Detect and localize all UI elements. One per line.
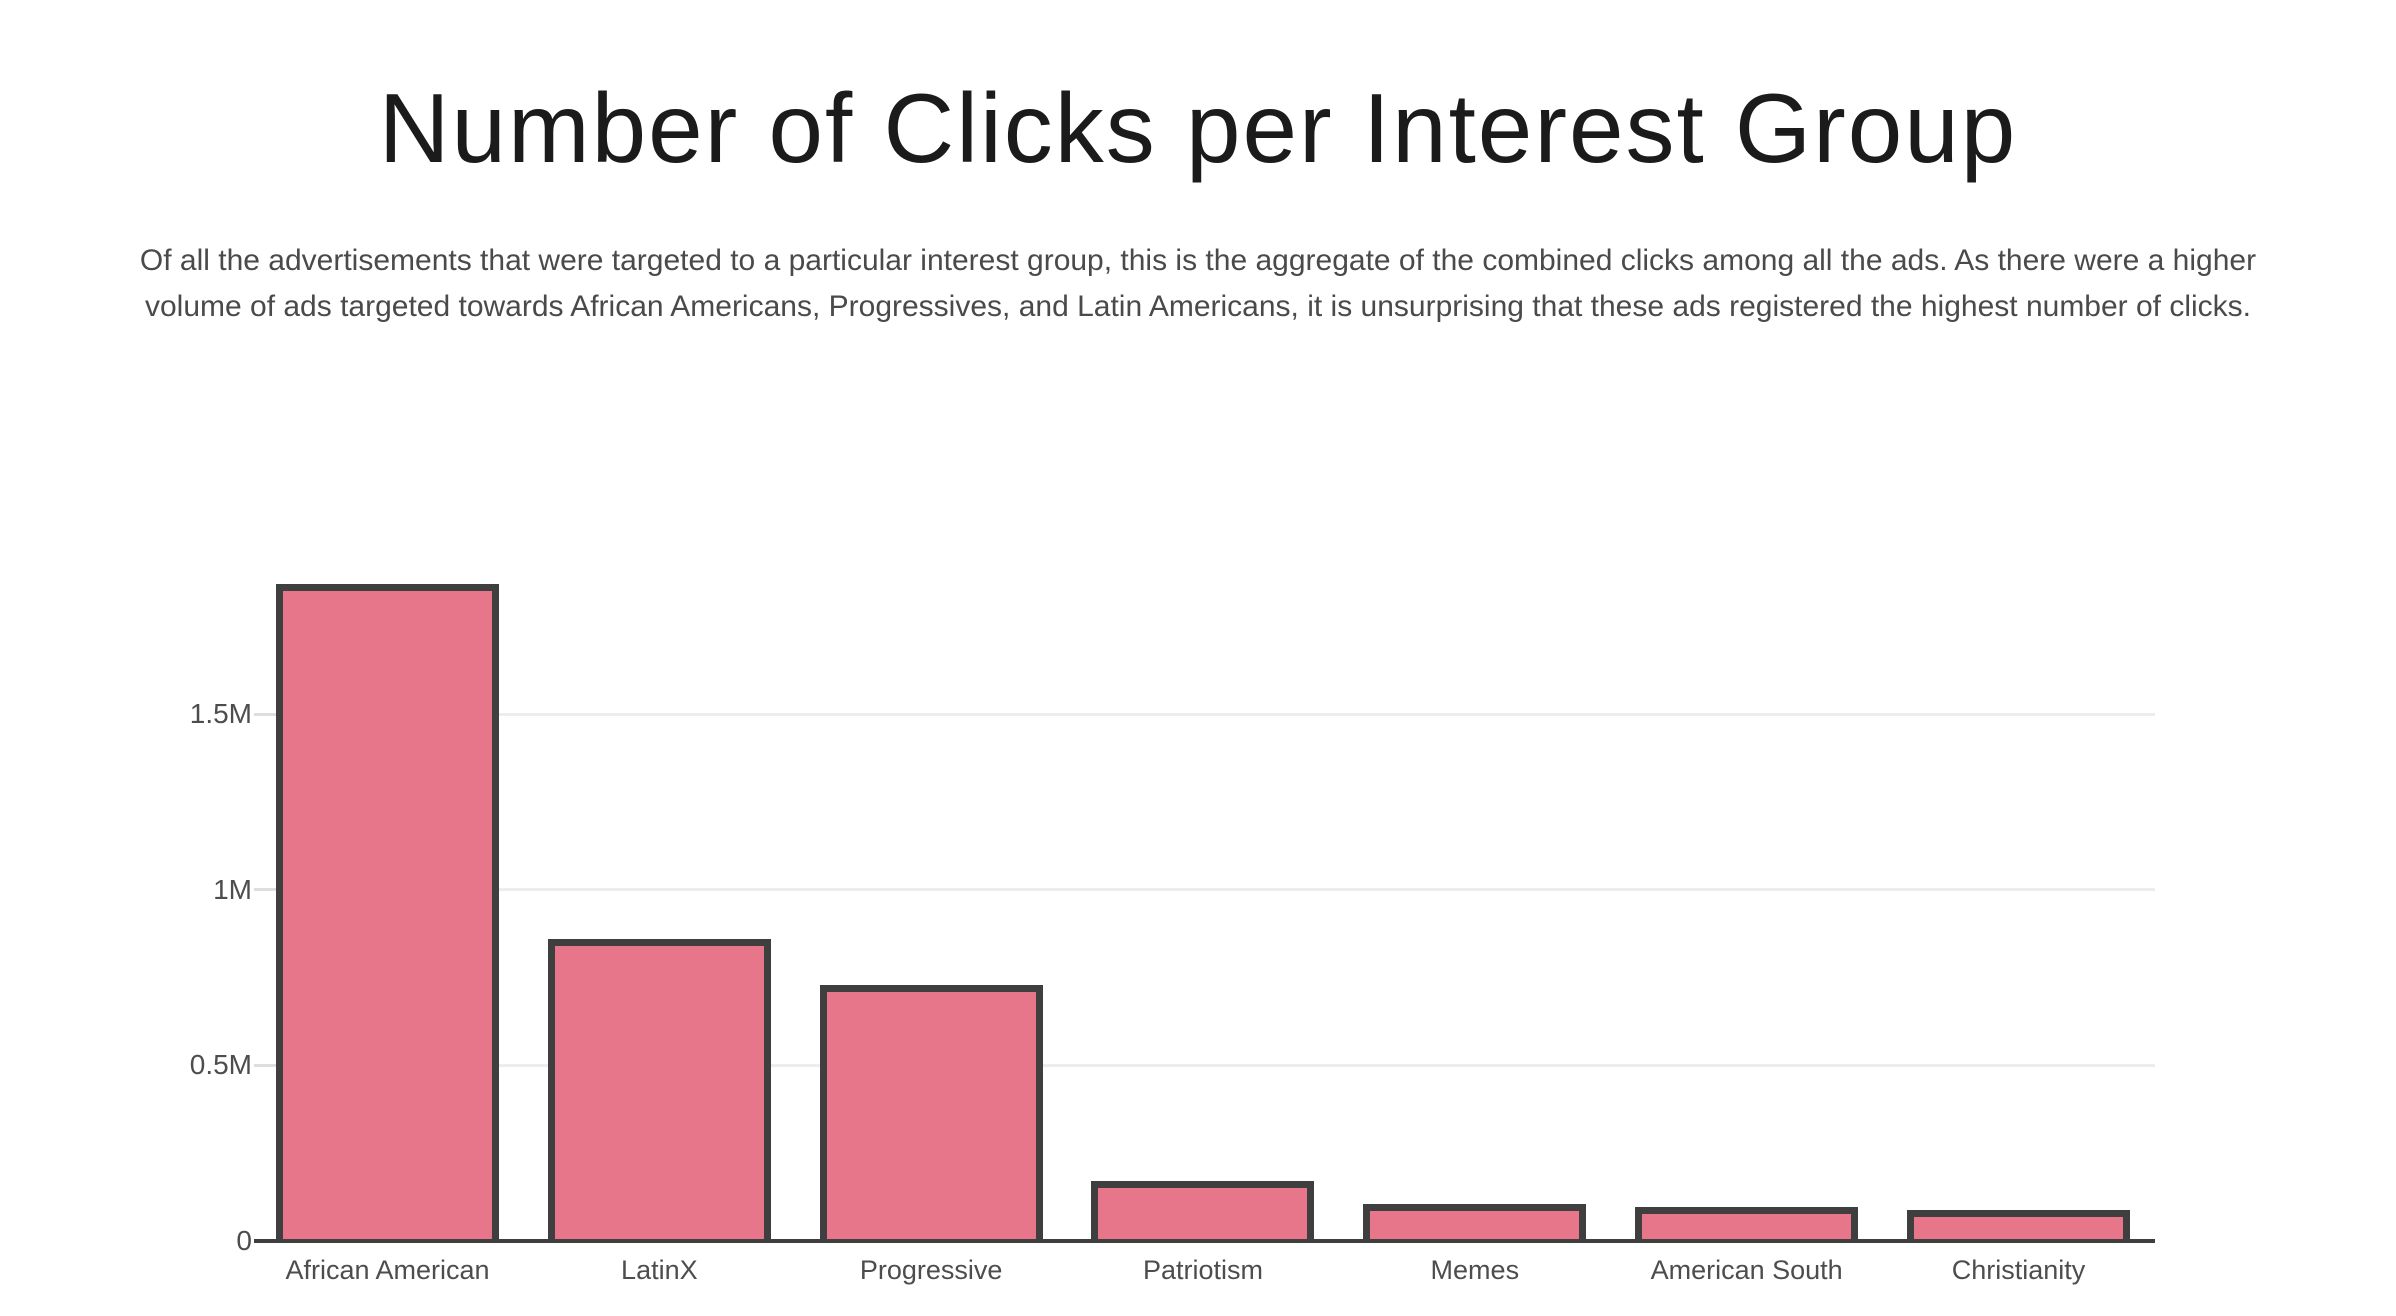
x-axis-label: Progressive <box>859 1255 1003 1285</box>
bar-christianity[interactable] <box>1906 1210 2130 1241</box>
bar-progressive[interactable] <box>819 984 1043 1241</box>
y-axis-tick <box>254 1063 278 1067</box>
chart-subtitle: Of all the advertisements that were targ… <box>139 244 2257 323</box>
bar-memes[interactable] <box>1363 1204 1587 1241</box>
x-axis-label: Christianity <box>1951 1255 2086 1285</box>
bar-african-american[interactable] <box>276 584 499 1241</box>
y-axis-tick-label: 1.5M <box>189 698 252 729</box>
x-axis-label: LatinX <box>621 1255 698 1285</box>
x-axis-label: Patriotism <box>1142 1255 1263 1285</box>
bar-slot: LatinX <box>547 584 771 1285</box>
x-axis-label: Memes <box>1430 1255 1520 1285</box>
x-axis-line <box>254 1239 2155 1243</box>
bars-row: African American LatinX Progressive Patriot… <box>276 584 2130 1285</box>
bar-american-south[interactable] <box>1635 1206 1859 1241</box>
bar-slot: Patriotism <box>1091 584 1315 1285</box>
y-axis-tick <box>254 888 278 892</box>
y-axis-tick-label: 0 <box>236 1225 252 1256</box>
y-axis-tick <box>254 712 278 716</box>
bar-slot: Progressive <box>819 584 1043 1285</box>
plot-area: African American LatinX Progressive Patriot… <box>190 584 2155 1285</box>
x-axis-label: African American <box>285 1255 490 1285</box>
bar-slot: American South <box>1635 584 1859 1285</box>
y-axis-tick-label: 0.5M <box>189 1049 252 1081</box>
x-axis-label: American South <box>1650 1255 1843 1285</box>
bar-slot: Memes <box>1363 584 1587 1285</box>
bar-patriotism[interactable] <box>1091 1181 1315 1241</box>
gridline <box>270 712 2155 716</box>
gridline <box>270 1063 2155 1067</box>
gridline <box>270 888 2155 892</box>
bar-slot: African American <box>276 584 499 1285</box>
chart-title: Number of Clicks per Interest Group <box>378 72 2018 183</box>
bar-latinx[interactable] <box>547 938 771 1241</box>
y-axis-tick-label: 1M <box>213 873 252 905</box>
bar-slot: Christianity <box>1906 584 2130 1285</box>
